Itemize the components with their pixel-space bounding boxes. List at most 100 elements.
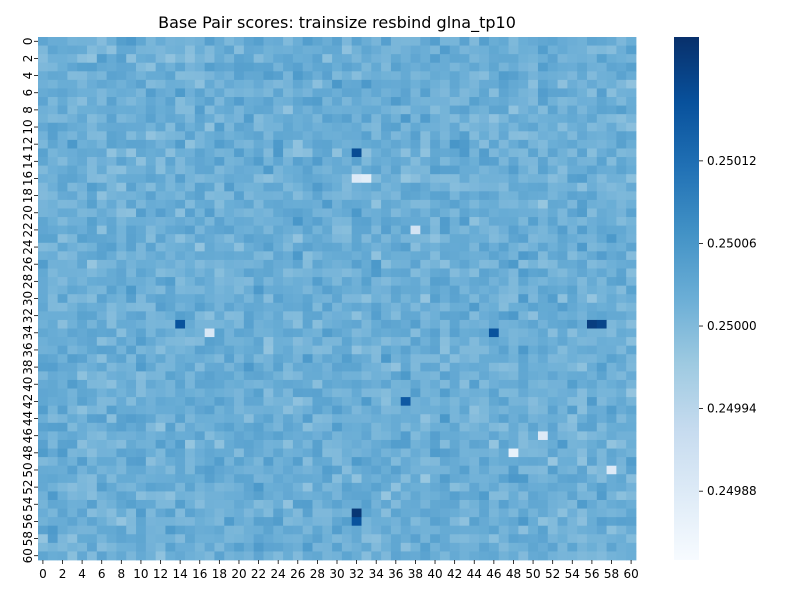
heatmap-cell — [116, 199, 127, 209]
heatmap-cell — [38, 277, 49, 287]
heatmap-cell — [606, 139, 617, 149]
heatmap-cell — [547, 534, 558, 544]
y-tick-label: 28 — [21, 274, 35, 289]
heatmap-cell — [332, 285, 343, 295]
heatmap-cell — [214, 45, 225, 55]
heatmap-cell — [116, 71, 127, 81]
heatmap-cell — [96, 148, 108, 158]
heatmap-cell — [263, 422, 274, 432]
heatmap-cell — [577, 217, 588, 227]
heatmap-cell — [508, 259, 519, 269]
heatmap-cell — [528, 534, 539, 544]
heatmap-cell — [351, 79, 362, 89]
heatmap-cell — [224, 319, 235, 329]
heatmap-cell — [312, 542, 323, 552]
heatmap-cell — [557, 242, 568, 252]
heatmap-cell — [488, 71, 500, 81]
heatmap-cell — [194, 251, 206, 261]
heatmap-cell — [351, 268, 362, 278]
heatmap-cell — [204, 122, 215, 132]
heatmap-cell — [518, 551, 529, 561]
heatmap-cell — [479, 122, 490, 132]
heatmap-cell — [234, 199, 245, 209]
heatmap-cell — [341, 362, 353, 372]
heatmap-cell — [547, 157, 558, 166]
heatmap-cell — [38, 397, 49, 407]
heatmap-cell — [77, 225, 88, 235]
heatmap-cell — [283, 362, 294, 372]
heatmap-cell — [302, 97, 313, 106]
heatmap-cell — [322, 165, 333, 175]
heatmap-cell — [175, 508, 186, 518]
heatmap-cell — [322, 242, 333, 252]
heatmap-cell — [253, 191, 264, 201]
heatmap-cell — [586, 431, 598, 441]
heatmap-cell — [175, 328, 186, 338]
heatmap-cell — [449, 388, 460, 398]
heatmap-cell — [312, 551, 323, 561]
heatmap-cell — [371, 285, 382, 295]
heatmap-cell — [439, 337, 451, 347]
heatmap-cell — [606, 474, 617, 484]
heatmap-cell — [557, 508, 568, 518]
heatmap-cell — [224, 457, 235, 467]
heatmap-cell — [106, 345, 117, 355]
heatmap-cell — [606, 45, 617, 55]
heatmap-cell — [38, 268, 49, 278]
heatmap-cell — [273, 277, 284, 287]
heatmap-cell — [400, 397, 411, 407]
heatmap-cell — [243, 182, 255, 192]
heatmap-cell — [586, 234, 598, 244]
heatmap-cell — [577, 148, 588, 158]
heatmap-cell — [136, 45, 147, 55]
heatmap-cell — [116, 525, 127, 535]
heatmap-cell — [96, 379, 108, 389]
heatmap-cell — [57, 362, 68, 372]
heatmap-cell — [469, 225, 480, 235]
heatmap-cell — [449, 302, 460, 312]
heatmap-cell — [547, 448, 558, 458]
heatmap-cell — [626, 259, 637, 269]
heatmap-cell — [185, 302, 196, 312]
heatmap-cell — [243, 225, 255, 235]
heatmap-cell — [567, 465, 578, 475]
heatmap-cell — [488, 337, 500, 347]
heatmap-cell — [77, 414, 88, 424]
heatmap-cell — [155, 182, 166, 192]
heatmap-cell — [577, 551, 588, 561]
heatmap-cell — [77, 71, 88, 81]
heatmap-cell — [38, 139, 49, 149]
heatmap-cell — [47, 37, 58, 46]
heatmap-cell — [410, 45, 421, 55]
heatmap-cell — [116, 217, 127, 227]
heatmap-cell — [488, 268, 500, 278]
heatmap-cell — [234, 457, 245, 467]
heatmap-cell — [381, 268, 392, 278]
heatmap-cell — [136, 139, 147, 149]
heatmap-cell — [224, 114, 235, 124]
heatmap-cell — [410, 157, 421, 166]
heatmap-cell — [469, 259, 480, 269]
heatmap-cell — [616, 482, 627, 492]
heatmap-cell — [557, 371, 568, 381]
heatmap-cell — [312, 422, 323, 432]
heatmap-cell — [214, 131, 225, 141]
heatmap-cell — [606, 302, 617, 312]
heatmap-cell — [116, 268, 127, 278]
heatmap-cell — [361, 182, 372, 192]
heatmap-cell — [96, 345, 108, 355]
heatmap-cell — [194, 174, 206, 184]
heatmap-cell — [469, 311, 480, 321]
heatmap-cell — [243, 37, 255, 46]
heatmap-cell — [283, 139, 294, 149]
heatmap-cell — [361, 165, 372, 175]
y-tick-label: 26 — [21, 257, 35, 272]
heatmap-cell — [449, 371, 460, 381]
heatmap-cell — [508, 45, 519, 55]
heatmap-cell — [204, 328, 215, 338]
heatmap-cell — [606, 217, 617, 227]
heatmap-cell — [361, 397, 372, 407]
heatmap-cell — [410, 371, 421, 381]
heatmap-cell — [332, 217, 343, 227]
heatmap-cell — [273, 71, 284, 81]
